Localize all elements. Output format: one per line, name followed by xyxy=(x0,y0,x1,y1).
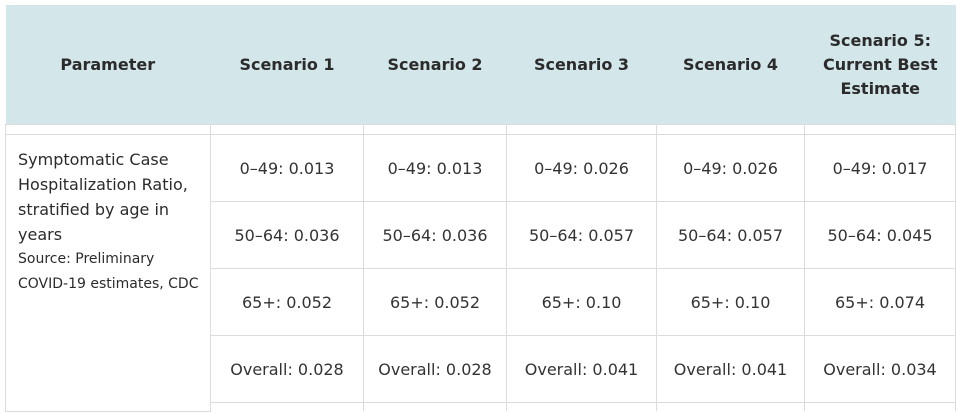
table-cell: 50–64: 0.045 xyxy=(804,201,956,269)
header-scenario-5-line-3: Estimate xyxy=(840,78,921,98)
parameter-title-line: stratified by age in xyxy=(18,200,170,219)
header-scenario-2: Scenario 2 xyxy=(363,5,507,125)
table-cell: 65+: 0.052 xyxy=(210,268,364,336)
table-cell: 0–49: 0.026 xyxy=(506,134,657,202)
continuation-cell xyxy=(656,402,805,411)
table-cell: Overall: 0.041 xyxy=(506,335,657,403)
table-cell: Overall: 0.034 xyxy=(804,335,956,403)
header-scenario-5-line-2: Current Best xyxy=(822,54,938,74)
table-cell: Overall: 0.028 xyxy=(210,335,364,403)
table-cell: Overall: 0.041 xyxy=(656,335,805,403)
parameter-description-cell: Symptomatic Case Hospitalization Ratio, … xyxy=(5,134,211,412)
table-cell: 0–49: 0.013 xyxy=(363,134,507,202)
continuation-cell xyxy=(804,402,956,411)
spacer-cell xyxy=(210,124,364,135)
table-cell: 65+: 0.10 xyxy=(656,268,805,336)
parameter-source: Source: Preliminary COVID-19 estimates, … xyxy=(18,247,200,297)
parameter-title-line: years xyxy=(18,225,63,244)
table-cell: 0–49: 0.013 xyxy=(210,134,364,202)
continuation-cell xyxy=(363,402,507,411)
table-row-age-0-49: Symptomatic Case Hospitalization Ratio, … xyxy=(5,134,956,412)
continuation-cell xyxy=(210,402,364,411)
spacer-row xyxy=(5,124,956,135)
table-cell: 65+: 0.074 xyxy=(804,268,956,336)
table-cell: 50–64: 0.057 xyxy=(656,201,805,269)
spacer-cell xyxy=(363,124,507,135)
table-cell: Overall: 0.028 xyxy=(363,335,507,403)
parameter-title-line: Symptomatic Case xyxy=(18,150,169,169)
continuation-cell xyxy=(506,402,657,411)
parameter-source-line: Source: Preliminary xyxy=(18,251,155,267)
parameter-source-line: COVID-19 estimates, CDC xyxy=(18,276,199,292)
header-scenario-1: Scenario 1 xyxy=(210,5,364,125)
parameter-title-line: Hospitalization Ratio, xyxy=(18,175,188,194)
header-parameter: Parameter xyxy=(5,5,211,125)
table-cell: 50–64: 0.036 xyxy=(210,201,364,269)
header-scenario-5-line-1: Scenario 5: xyxy=(829,30,931,50)
table-row-continuation xyxy=(6,402,956,411)
table-row-age-65-plus: 65+: 0.052 65+: 0.052 65+: 0.10 65+: 0.1… xyxy=(6,268,956,336)
parameter-table-container: Parameter Scenario 1 Scenario 2 Scenario… xyxy=(5,5,956,412)
table-cell: 0–49: 0.017 xyxy=(804,134,956,202)
table-cell: 65+: 0.052 xyxy=(363,268,507,336)
table-header: Parameter Scenario 1 Scenario 2 Scenario… xyxy=(5,5,956,125)
table-cell: 50–64: 0.057 xyxy=(506,201,657,269)
spacer-cell xyxy=(506,124,657,135)
table-cell: 50–64: 0.036 xyxy=(363,201,507,269)
parameter-title: Symptomatic Case Hospitalization Ratio, … xyxy=(18,147,200,247)
table-cell: 0–49: 0.026 xyxy=(656,134,805,202)
header-scenario-3: Scenario 3 xyxy=(506,5,657,125)
table-row-overall: Overall: 0.028 Overall: 0.028 Overall: 0… xyxy=(6,335,956,403)
header-row: Parameter Scenario 1 Scenario 2 Scenario… xyxy=(5,5,956,125)
table-body: Symptomatic Case Hospitalization Ratio, … xyxy=(5,124,956,412)
table-row-age-50-64: 50–64: 0.036 50–64: 0.036 50–64: 0.057 5… xyxy=(6,201,956,269)
header-scenario-4: Scenario 4 xyxy=(656,5,805,125)
spacer-cell xyxy=(656,124,805,135)
scenario-parameter-table: Parameter Scenario 1 Scenario 2 Scenario… xyxy=(5,5,956,412)
header-scenario-5: Scenario 5: Current Best Estimate xyxy=(804,5,956,125)
spacer-cell xyxy=(804,124,956,135)
spacer-cell xyxy=(5,124,211,135)
table-cell: 65+: 0.10 xyxy=(506,268,657,336)
